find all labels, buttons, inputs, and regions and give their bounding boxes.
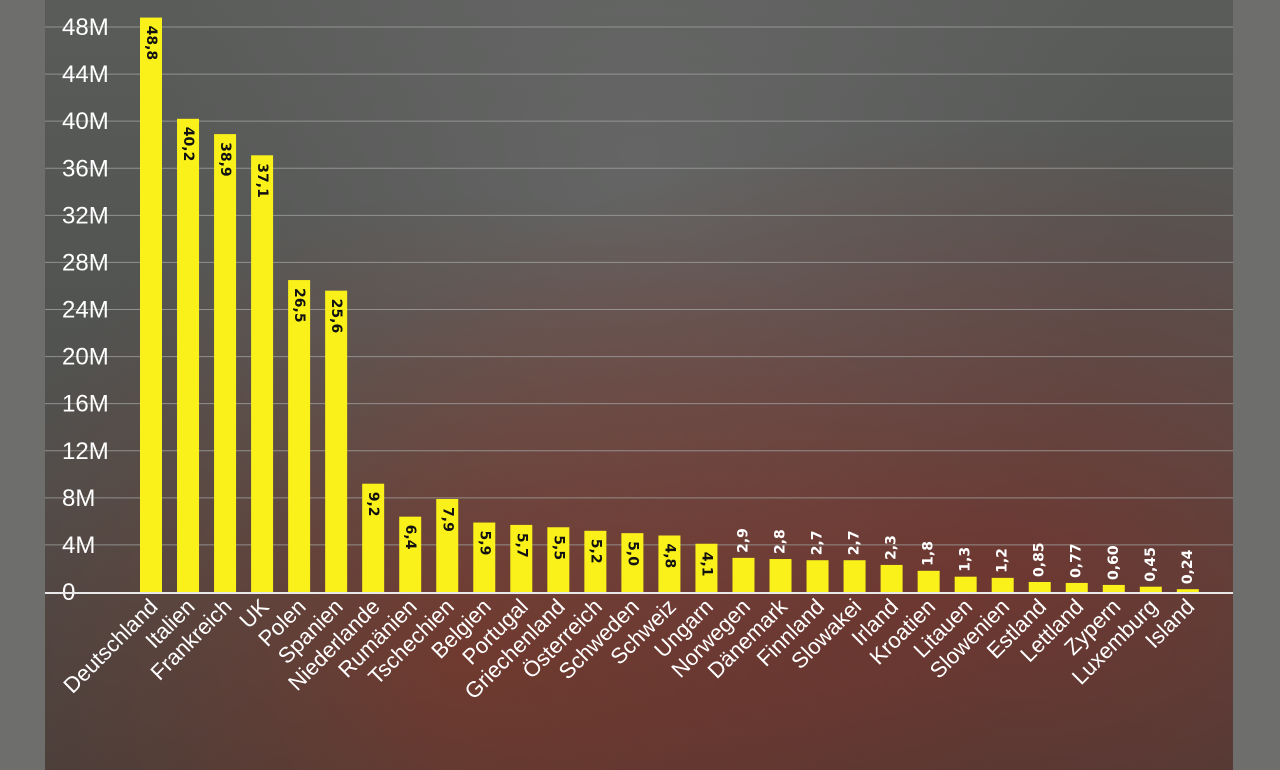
value-label: 0,60 — [1106, 545, 1122, 580]
value-label: 7,9 — [439, 507, 455, 532]
bar — [1102, 584, 1125, 592]
value-label: 0,77 — [1069, 543, 1085, 578]
bar — [954, 576, 977, 592]
value-labels: 48,8 40,2 38,9 37,1 26,5 25,6 9,2 6,4 7,9 5,9 5,7 5… — [143, 26, 1196, 585]
value-label: 4,8 — [661, 544, 677, 569]
value-label: 5,0 — [624, 541, 640, 566]
y-tick-label: 20M — [62, 344, 109, 371]
bar — [214, 134, 237, 593]
bar — [843, 560, 866, 592]
y-tick-label: 48M — [62, 14, 109, 41]
bar — [1065, 582, 1088, 592]
bar — [584, 530, 607, 592]
value-label: 5,9 — [476, 531, 492, 556]
y-tick-label: 16M — [62, 391, 109, 418]
value-label: 9,2 — [365, 492, 381, 517]
y-tick-label: 28M — [62, 249, 109, 276]
bar — [510, 524, 533, 592]
bar — [325, 290, 348, 592]
y-tick-label: 4M — [62, 532, 95, 559]
value-label: 6,4 — [402, 525, 418, 550]
value-label: 2,9 — [735, 528, 751, 553]
value-label: 2,8 — [773, 529, 789, 554]
bar — [251, 155, 274, 593]
bar — [769, 559, 792, 592]
bar — [399, 516, 422, 592]
y-tick-label: 44M — [62, 61, 109, 88]
bar — [288, 280, 311, 592]
y-tick-label: 12M — [62, 438, 109, 465]
bar — [917, 570, 940, 592]
bars — [140, 17, 1199, 593]
value-label: 38,9 — [217, 142, 233, 177]
bar — [806, 560, 829, 592]
value-label: 0,85 — [1032, 542, 1048, 577]
y-tick-label: 8M — [62, 485, 95, 512]
bar — [1028, 581, 1051, 592]
bar — [732, 557, 755, 592]
gridlines — [45, 26, 1233, 546]
value-label: 5,5 — [550, 535, 566, 560]
value-label: 1,2 — [995, 548, 1011, 573]
x-category-label: Deutschland — [58, 594, 162, 698]
bar — [991, 577, 1014, 592]
value-label: 40,2 — [180, 127, 196, 162]
bar — [547, 527, 570, 592]
bar — [362, 483, 385, 592]
y-tick-label: 36M — [62, 155, 109, 182]
bar — [1139, 586, 1162, 592]
value-label: 2,3 — [884, 535, 900, 560]
chart-background: 0 4M 8M 12M 16M 20M 24M 28M 32M 36M 40M 44M 48M 48,8… — [45, 0, 1233, 770]
x-axis-categories: DeutschlandItalienFrankreichUKPolenSpani… — [58, 593, 1199, 704]
value-label: 37,1 — [254, 163, 270, 198]
value-label: 25,6 — [328, 299, 344, 334]
value-label: 26,5 — [291, 288, 307, 323]
value-label: 0,24 — [1180, 549, 1196, 584]
y-tick-label: 24M — [62, 297, 109, 324]
bar — [140, 17, 162, 593]
bar — [695, 543, 718, 592]
value-label: 2,7 — [847, 530, 863, 555]
bar — [473, 522, 496, 592]
bar — [880, 564, 903, 592]
bar — [177, 118, 200, 592]
value-label: 48,8 — [143, 26, 159, 61]
value-label: 1,3 — [958, 547, 974, 572]
value-label: 4,1 — [698, 552, 714, 577]
value-label: 1,8 — [921, 541, 937, 566]
bar — [621, 533, 644, 592]
value-label: 5,7 — [513, 533, 529, 558]
value-label: 2,7 — [810, 530, 826, 555]
value-label: 0,45 — [1143, 547, 1159, 582]
value-label: 5,2 — [587, 539, 603, 564]
bar — [658, 535, 681, 592]
bar — [1176, 589, 1199, 592]
y-tick-label: 32M — [62, 202, 109, 229]
y-tick-label: 40M — [62, 108, 109, 135]
bar — [436, 499, 459, 592]
